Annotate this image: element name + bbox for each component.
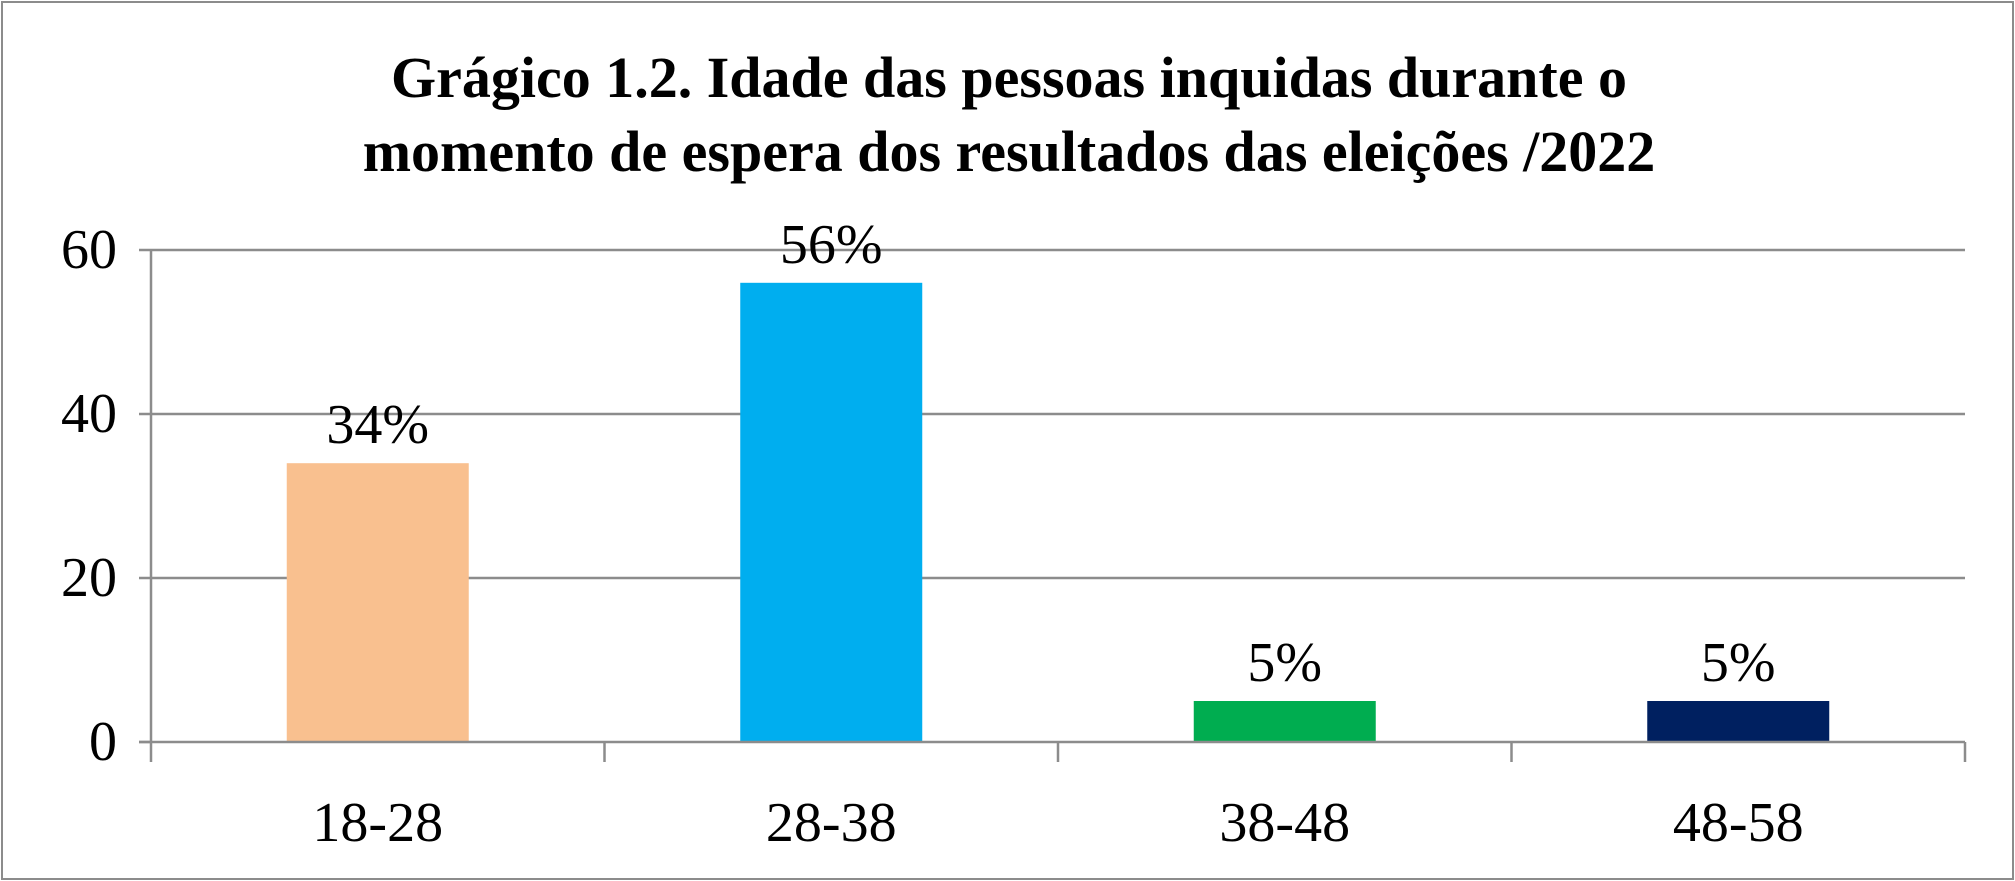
data-label: 34%: [326, 394, 429, 456]
bar-28-38: [740, 282, 923, 742]
x-tick-label: 48-58: [1673, 792, 1804, 854]
chart-title-line-1: Grágico 1.2. Idade das pessoas inquidas …: [391, 45, 1627, 110]
y-tick-label: 20: [61, 547, 117, 609]
bar-38-48: [1193, 701, 1376, 742]
bars: [286, 282, 1830, 742]
bar-18-28: [286, 463, 469, 742]
y-tick-label: 40: [61, 383, 117, 445]
data-labels: 34% 56% 5% 5%: [326, 214, 1775, 694]
data-label: 5%: [1701, 632, 1776, 694]
x-tick-label: 38-48: [1219, 792, 1350, 854]
bar-48-58: [1647, 701, 1830, 742]
chart: Grágico 1.2. Idade das pessoas inquidas …: [61, 45, 1967, 854]
y-tick-label: 0: [89, 711, 117, 773]
x-tick-label: 18-28: [312, 792, 443, 854]
y-tick-label: 60: [61, 219, 117, 281]
x-tick-label: 28-38: [766, 792, 897, 854]
axes: 0 20 40 60 18-28 28-38 38-48 48-58: [61, 219, 1967, 854]
data-label: 5%: [1247, 632, 1322, 694]
chart-title-line-2: momento de espera dos resultados das ele…: [363, 119, 1656, 184]
data-label: 56%: [780, 214, 883, 276]
